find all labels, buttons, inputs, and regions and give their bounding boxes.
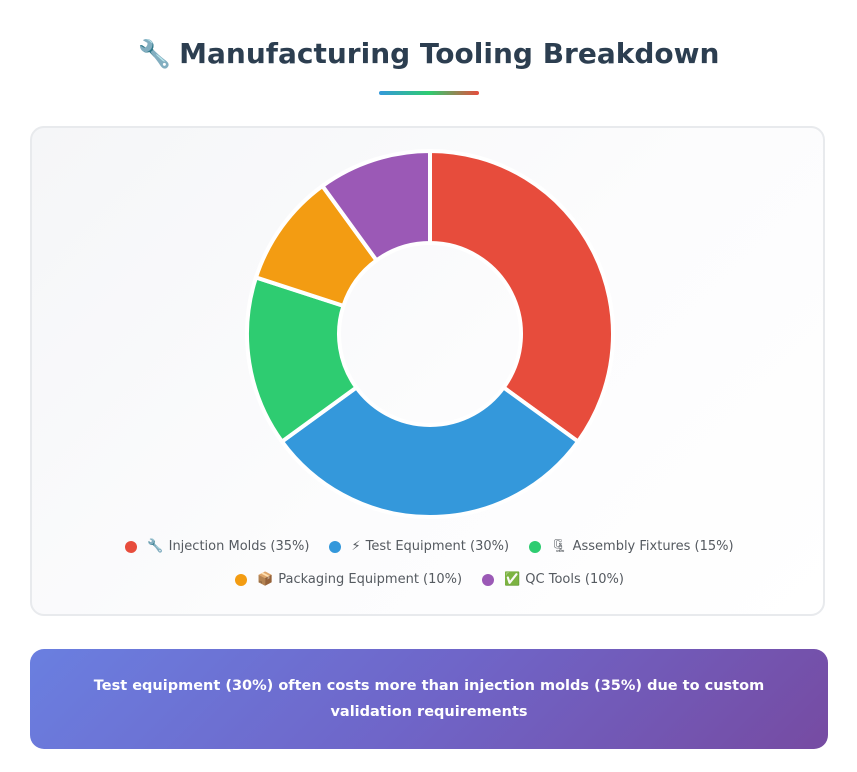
legend-label: Injection Molds (35%) [168, 539, 310, 554]
donut-slice-test-equipment[interactable] [279, 384, 581, 519]
legend-row-2: 📦 Packaging Equipment (10%) ✅ QC Tools (… [32, 572, 827, 587]
chart-card: 🔧 Injection Molds (35%) ⚡ Test Equipment… [30, 126, 825, 616]
legend-dot [329, 540, 342, 553]
package-icon: 📦 [257, 572, 274, 587]
legend-row-1: 🔧 Injection Molds (35%) ⚡ Test Equipment… [32, 539, 827, 554]
legend-label: Assembly Fixtures (15%) [572, 539, 734, 554]
legend-dot [482, 573, 495, 586]
legend-dot [235, 573, 248, 586]
legend-item-qc-tools[interactable]: ✅ QC Tools (10%) [482, 572, 624, 587]
legend-item-packaging-equipment[interactable]: 📦 Packaging Equipment (10%) [235, 572, 462, 587]
legend-item-assembly-fixtures[interactable]: 🗜 Assembly Fixtures (15%) [529, 539, 734, 554]
legend-item-injection-molds[interactable]: 🔧 Injection Molds (35%) [125, 539, 309, 554]
title-underline [379, 91, 479, 95]
legend-label: QC Tools (10%) [525, 572, 624, 587]
legend-dot [125, 540, 138, 553]
insight-box: Test equipment (30%) often costs more th… [30, 649, 828, 749]
donut-chart [245, 148, 615, 519]
check-mark-icon: ✅ [504, 572, 521, 587]
insight-text: Test equipment (30%) often costs more th… [93, 678, 765, 720]
wrench-icon: 🔧 [147, 539, 164, 554]
donut-slice-qc-tools[interactable] [319, 148, 432, 264]
clamp-icon: 🗜 [551, 539, 568, 554]
wrench-icon: 🔧 [137, 39, 172, 70]
legend-label: Packaging Equipment (10%) [278, 572, 463, 587]
legend-label: Test Equipment (30%) [365, 539, 510, 554]
legend-item-test-equipment[interactable]: ⚡ Test Equipment (30%) [329, 539, 509, 554]
legend-dot [529, 540, 542, 553]
page-title-text: Manufacturing Tooling Breakdown [179, 37, 720, 70]
lightning-icon: ⚡ [351, 539, 361, 554]
page-title: 🔧 Manufacturing Tooling Breakdown [0, 34, 857, 75]
donut-slice-injection-molds[interactable] [428, 148, 615, 445]
donut-slice-assembly-fixtures[interactable] [245, 274, 360, 445]
